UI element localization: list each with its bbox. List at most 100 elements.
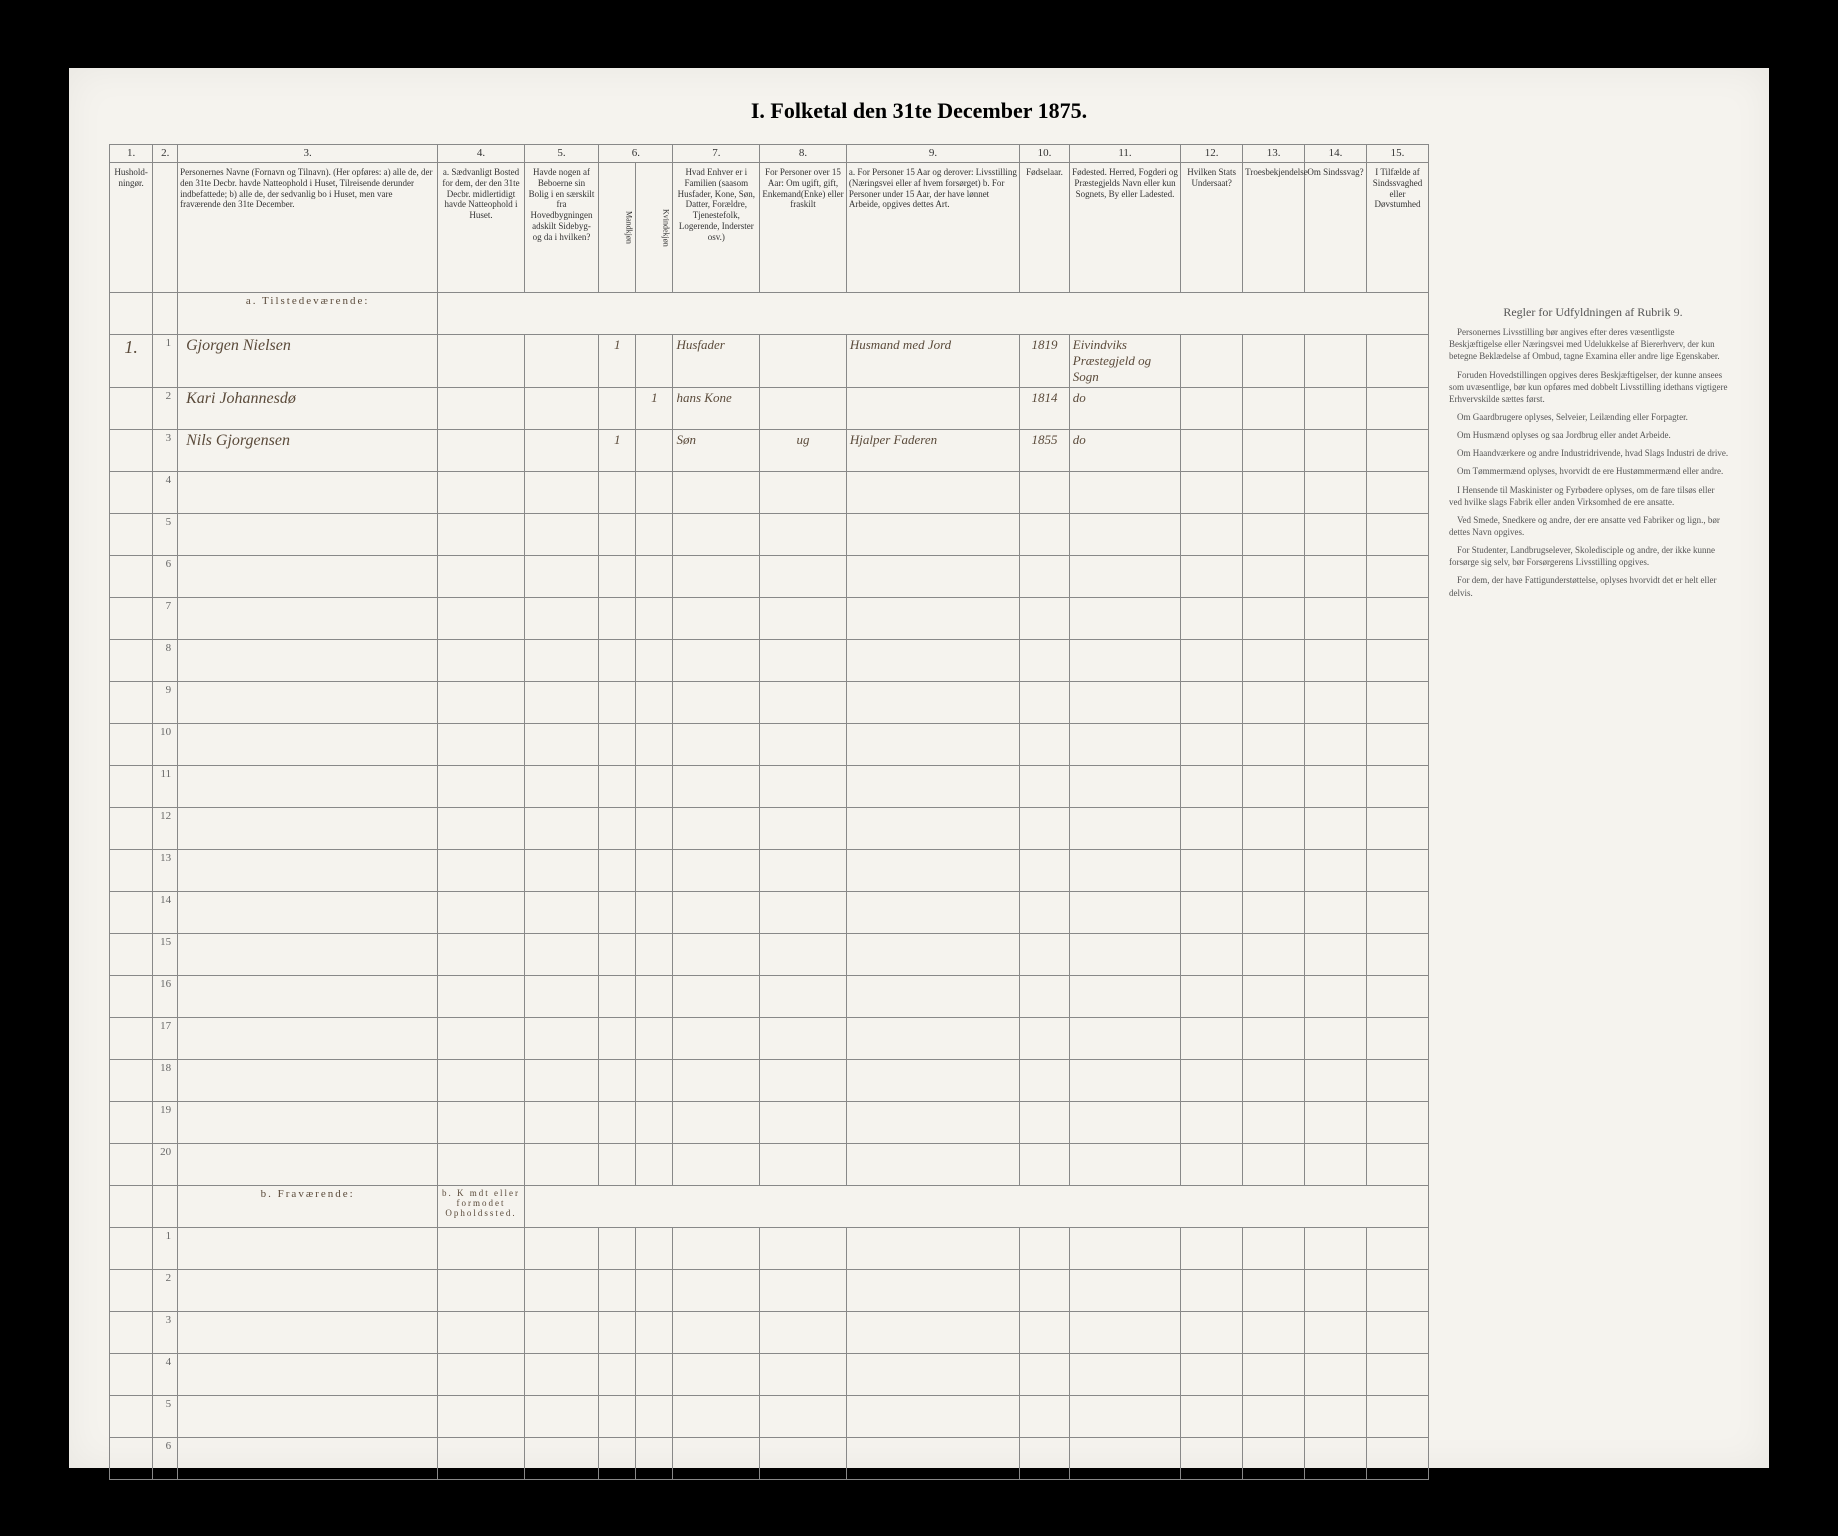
table-row: b. Fraværende:b. K mdt eller formodet Op… (110, 1186, 1429, 1228)
cell (636, 766, 673, 808)
colnum: 9. (846, 145, 1019, 163)
cell (1243, 1312, 1305, 1354)
cell (1181, 682, 1243, 724)
cell (636, 1144, 673, 1186)
cell (1020, 934, 1070, 976)
cell (636, 724, 673, 766)
cell (1069, 1102, 1180, 1144)
cell (599, 892, 636, 934)
cell (1305, 388, 1367, 430)
cell (636, 1354, 673, 1396)
cell: 9 (153, 682, 178, 724)
cell (1366, 892, 1428, 934)
cell: 5 (153, 1396, 178, 1438)
cell (438, 682, 525, 724)
cell: Husmand med Jord (846, 335, 1019, 388)
cell (1069, 1438, 1180, 1480)
cell (760, 1396, 847, 1438)
cell: ug (760, 430, 847, 472)
cell (1020, 556, 1070, 598)
cell (1243, 892, 1305, 934)
cell (438, 430, 525, 472)
cell (1181, 335, 1243, 388)
cell: 1819 (1020, 335, 1070, 388)
colnum: 4. (438, 145, 525, 163)
cell (1020, 1228, 1070, 1270)
cell (673, 598, 760, 640)
cell (760, 1018, 847, 1060)
cell (1305, 808, 1367, 850)
cell (178, 1396, 438, 1438)
table-row: 19 (110, 1102, 1429, 1144)
cell (846, 1144, 1019, 1186)
cell (1020, 472, 1070, 514)
cell (1305, 1438, 1367, 1480)
cell (1020, 598, 1070, 640)
cell (1020, 1354, 1070, 1396)
cell (760, 598, 847, 640)
cell: 12 (153, 808, 178, 850)
table-row: 13 (110, 850, 1429, 892)
cell: 1 (599, 335, 636, 388)
cell (599, 1060, 636, 1102)
cell (636, 1102, 673, 1144)
cell (524, 1102, 598, 1144)
cell: do (1069, 430, 1180, 472)
cell (110, 892, 153, 934)
cell (1020, 1018, 1070, 1060)
sidebar-paragraph: Om Gaardbrugere oplyses, Selveier, Leilæ… (1449, 411, 1729, 423)
cell (1366, 1102, 1428, 1144)
cell (1243, 766, 1305, 808)
cell (1069, 514, 1180, 556)
table-row: 3Nils Gjorgensen1SønugHjalper Faderen185… (110, 430, 1429, 472)
cell (760, 1270, 847, 1312)
cell: do (1069, 388, 1180, 430)
cell (1020, 1438, 1070, 1480)
cell: 5 (153, 514, 178, 556)
table-row: 5 (110, 1396, 1429, 1438)
cell (673, 1354, 760, 1396)
cell (1243, 1228, 1305, 1270)
cell (846, 1354, 1019, 1396)
cell (524, 472, 598, 514)
cell (1243, 514, 1305, 556)
page-content: 1. 2. 3. 4. 5. 6. 7. 8. 9. 10. 11. 12. 1… (109, 144, 1729, 1480)
cell (1366, 682, 1428, 724)
cell (1243, 1396, 1305, 1438)
cell (178, 976, 438, 1018)
cell (1181, 1270, 1243, 1312)
cell (636, 472, 673, 514)
cell (636, 1060, 673, 1102)
cell (1181, 1144, 1243, 1186)
cell (1366, 640, 1428, 682)
cell (1243, 335, 1305, 388)
cell: 1. (110, 335, 153, 388)
cell (438, 1312, 525, 1354)
cell: 3 (153, 1312, 178, 1354)
cell (438, 724, 525, 766)
cell (438, 293, 1429, 335)
cell (599, 1270, 636, 1312)
cell (673, 682, 760, 724)
cell (1366, 724, 1428, 766)
cell (1181, 934, 1243, 976)
cell (1069, 1060, 1180, 1102)
table-row: 3 (110, 1312, 1429, 1354)
cell (178, 472, 438, 514)
cell (599, 388, 636, 430)
cell: 4 (153, 1354, 178, 1396)
table-row: 7 (110, 598, 1429, 640)
cell (1305, 934, 1367, 976)
cell (1366, 598, 1428, 640)
cell (1181, 976, 1243, 1018)
cell (438, 766, 525, 808)
cell (1243, 1102, 1305, 1144)
cell (178, 1060, 438, 1102)
header-cell: a. For Personer 15 Aar og derover: Livss… (846, 163, 1019, 293)
cell (524, 850, 598, 892)
cell (1069, 766, 1180, 808)
cell (1069, 892, 1180, 934)
cell (760, 514, 847, 556)
cell (636, 934, 673, 976)
cell: Husfader (673, 335, 760, 388)
